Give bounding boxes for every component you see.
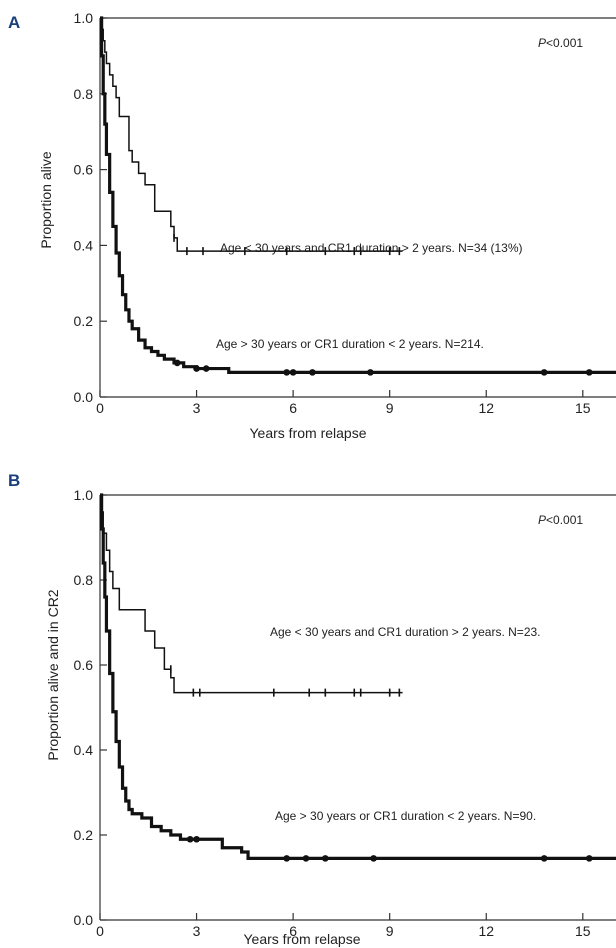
- panel-b-series-thick-curve: [100, 493, 616, 860]
- panel-a-series-thick-censor-mark: [367, 369, 374, 376]
- panel-a-series-thick-censor-mark: [289, 369, 297, 376]
- panel-b-annotation-old: Age > 30 years or CR1 duration < 2 years…: [275, 809, 536, 823]
- panel-b-p-threshold: <0.001: [546, 513, 583, 527]
- panel-a-annotation-old: Age > 30 years or CR1 duration < 2 years…: [216, 337, 484, 351]
- panel-b-x-tick-label: 15: [575, 923, 591, 939]
- panel-a-x-tick-label: 12: [478, 400, 494, 416]
- panel-a-plot-frame: [99, 17, 616, 398]
- panel-b-series-thick-censor-mark: [540, 855, 548, 862]
- panel-b-x-tick-label: 12: [478, 923, 494, 939]
- panel-a-y-tick-label: 0.8: [74, 86, 94, 102]
- panel-a-series-thick-censor-mark: [540, 369, 548, 376]
- panel-a-series-thick-censor-mark: [173, 359, 181, 367]
- panel-a-y-tick-label: 0.4: [74, 237, 94, 253]
- panel-a-series-thick-curve: [100, 16, 616, 374]
- panel-a-y-ticks: 0.0 0.2 0.4 0.6 0.8 1.0: [74, 10, 107, 405]
- panel-b-y-tick-label: 0.0: [74, 912, 94, 928]
- panel-a-x-tick-label: 3: [193, 400, 201, 416]
- panel-b-x-tick-label: 3: [193, 923, 201, 939]
- panel-b-y-tick-label: 1.0: [74, 487, 94, 503]
- panel-a-series-thick-censor-mark: [202, 365, 210, 372]
- panel-a-y-tick-label: 1.0: [74, 10, 94, 26]
- panel-a-p-threshold: <0.001: [546, 36, 583, 50]
- panel-b-annotation-young: Age < 30 years and CR1 duration > 2 year…: [270, 625, 541, 639]
- panel-a-series-thick-censor-mark: [585, 369, 593, 376]
- panel-b-series-thick-censor-mark: [302, 855, 310, 862]
- panel-b-plot-frame: [99, 494, 616, 921]
- panel-b-x-axis-title: Years from relapse: [244, 931, 361, 947]
- panel-b-y-tick-label: 0.4: [74, 742, 94, 758]
- panel-b-x-tick-label: 9: [386, 923, 394, 939]
- panel-a-p-symbol: P: [538, 36, 546, 50]
- panel-a-x-tick-label: 9: [386, 400, 394, 416]
- panel-b-x-tick-label: 6: [289, 923, 297, 939]
- panel-a-series-thin-curve: [100, 17, 403, 252]
- panel-a-series-thick-censor-mark: [309, 369, 316, 376]
- panel-a-annotation-young: Age < 30 years and CR1 duration > 2 year…: [220, 241, 523, 255]
- panel-b-x-tick-label: 0: [96, 923, 104, 939]
- panel-a-y-axis-title: Proportion alive: [38, 151, 54, 248]
- panel-b-y-ticks: 0.0 0.2 0.4 0.6 0.8 1.0: [74, 487, 107, 928]
- panel-b-series-thick-censor-mark: [322, 855, 329, 862]
- panel-b-series-thick-censor-mark: [193, 835, 200, 843]
- panel-b-series-thick-censor-mark: [370, 855, 377, 862]
- panel-a-series-thick-censor-mark: [283, 369, 290, 376]
- panel-b-curves: [100, 493, 616, 862]
- panel-b-series-thick-censor-mark: [283, 855, 290, 862]
- panel-b-y-tick-label: 0.6: [74, 657, 94, 673]
- panel-b-p-value: P<0.001: [538, 513, 583, 527]
- panel-a-x-tick-label: 6: [289, 400, 297, 416]
- panel-b-y-tick-label: 0.2: [74, 827, 94, 843]
- panel-a-x-axis-title: Years from relapse: [250, 425, 367, 441]
- panel-b-y-axis-title: Proportion alive and in CR2: [45, 589, 61, 760]
- panel-a-x-tick-label: 15: [575, 400, 591, 416]
- panel-a-series-thick-censor-mark: [193, 365, 200, 372]
- panel-b-series-thick-censor-mark: [186, 835, 194, 843]
- panel-a-y-tick-label: 0.0: [74, 389, 94, 405]
- panel-a: A Proportion alive Years from relapse P<…: [8, 10, 616, 441]
- panel-b-series-thin-curve: [100, 494, 403, 694]
- panel-b-p-symbol: P: [538, 513, 546, 527]
- panel-a-p-value: P<0.001: [538, 36, 583, 50]
- panel-a-y-tick-label: 0.6: [74, 162, 94, 178]
- panel-a-y-tick-label: 0.2: [74, 313, 94, 329]
- panel-b: B Proportion alive and in CR2 Years from…: [8, 471, 616, 947]
- panel-b-letter: B: [8, 471, 20, 490]
- panel-b-x-ticks: 0 3 6 9 12 15: [96, 913, 591, 939]
- panel-b-y-tick-label: 0.8: [74, 572, 94, 588]
- panel-a-curves: [100, 16, 616, 376]
- panel-a-letter: A: [8, 13, 20, 32]
- panel-a-x-ticks: 0 3 6 9 12 15: [96, 390, 591, 416]
- panel-a-x-tick-label: 0: [96, 400, 104, 416]
- panel-b-series-thick-censor-mark: [585, 855, 593, 862]
